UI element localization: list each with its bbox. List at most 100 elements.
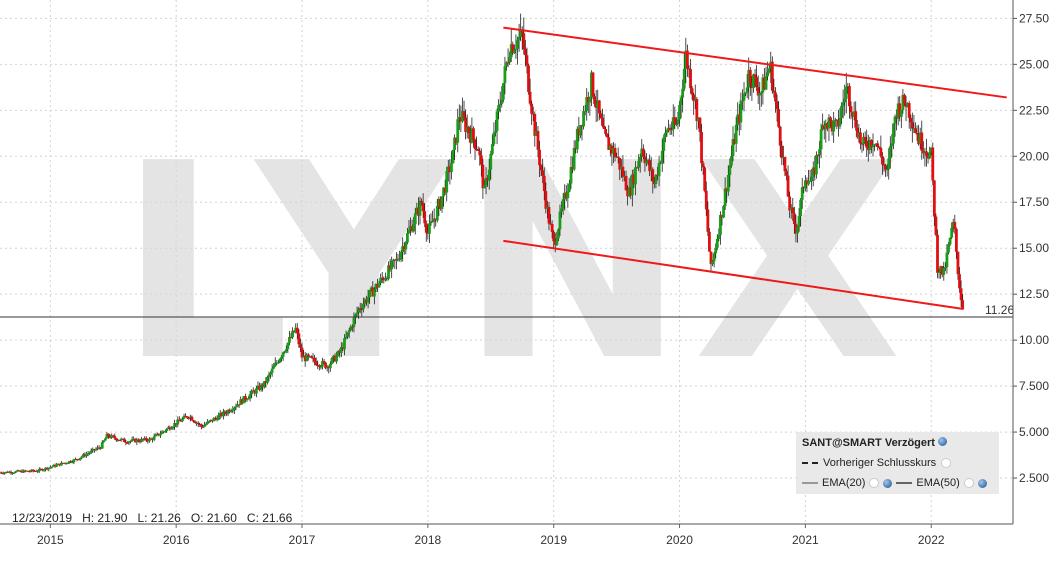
candle-up	[409, 226, 412, 230]
candle-down	[258, 385, 261, 390]
candle-down	[138, 441, 142, 443]
ema20-toggle-icon[interactable]	[869, 478, 880, 488]
candle-down	[934, 216, 938, 235]
candle-up	[368, 290, 372, 298]
candle-up	[269, 372, 272, 375]
candle-up	[490, 144, 494, 154]
candle-down	[39, 468, 43, 470]
candle-up	[406, 233, 409, 243]
candle-up	[399, 252, 403, 260]
candle-up	[357, 308, 361, 313]
candle-up	[59, 462, 63, 466]
candle-up	[242, 396, 246, 404]
candle-up	[281, 352, 285, 357]
ema20-settings-icon[interactable]	[883, 478, 893, 488]
candle-down	[539, 165, 543, 171]
candle-up	[572, 147, 576, 170]
candle-down	[23, 470, 27, 472]
candle-up	[555, 238, 559, 245]
candle-up	[726, 175, 730, 192]
ema20-line-icon	[802, 482, 818, 484]
candle-down	[604, 129, 607, 134]
candle-down	[333, 355, 337, 362]
candle-down	[725, 188, 729, 192]
candle-up	[217, 415, 221, 420]
candle-up	[387, 265, 390, 279]
candle-down	[210, 419, 214, 422]
candle-up	[52, 464, 55, 467]
candle-up	[803, 180, 807, 189]
ema50-settings-icon[interactable]	[977, 478, 987, 488]
candle-up	[714, 247, 718, 254]
candle-up	[305, 354, 309, 362]
candle-up	[284, 349, 288, 352]
candle-down	[882, 164, 886, 166]
candle-up	[470, 128, 474, 143]
candle-down	[895, 116, 898, 119]
candle-up	[487, 169, 491, 181]
visibility-toggle-icon[interactable]	[941, 458, 952, 468]
candle-up	[583, 110, 587, 112]
candle-up	[492, 132, 496, 145]
candle-down	[220, 413, 224, 417]
candle-down	[58, 463, 62, 466]
candle-down	[107, 433, 110, 437]
candle-down	[198, 423, 202, 425]
candle-down	[961, 300, 965, 310]
y-tick-label: 25.00	[1019, 57, 1049, 71]
candle-up	[663, 132, 667, 138]
candle-up	[819, 129, 823, 150]
candle-down	[530, 103, 534, 114]
info-high: H: 21.90	[82, 511, 128, 525]
candle-up	[761, 77, 765, 93]
candle-down	[733, 139, 736, 144]
trend-line	[503, 239, 963, 310]
candle-up	[808, 181, 812, 183]
candle-up	[288, 337, 291, 343]
candle-down	[264, 381, 268, 383]
candle-up	[451, 149, 455, 164]
candle-down	[775, 101, 779, 110]
candle-down	[358, 308, 362, 310]
candle-down	[6, 471, 10, 473]
candle-down	[586, 97, 590, 103]
candle-down	[371, 287, 375, 297]
candle-down	[228, 410, 232, 412]
candle-up	[44, 467, 48, 470]
candle-up	[840, 105, 843, 118]
candle-down	[932, 180, 936, 217]
candle-down	[486, 177, 490, 181]
candle-down	[698, 117, 702, 132]
candle-down	[602, 125, 606, 130]
candle-down	[443, 187, 447, 193]
candle-up	[155, 433, 159, 435]
candle-down	[327, 366, 331, 369]
candle-up	[612, 147, 615, 154]
candle-up	[100, 442, 104, 449]
candle-up	[182, 415, 186, 419]
candle-down	[940, 266, 944, 275]
candle-up	[912, 128, 916, 130]
candle-up	[102, 440, 106, 443]
chart-axes: 2.500 5.000 7.500 10.00 12.50 15.00 17.50 20.00…	[0, 0, 1049, 547]
candle-up	[939, 266, 943, 273]
candle-down	[616, 156, 620, 158]
candle-down	[34, 470, 38, 472]
candle-up	[890, 143, 894, 147]
globe-icon[interactable]	[938, 437, 948, 446]
candle-down	[701, 163, 705, 168]
candle-down	[550, 223, 554, 232]
candle-up	[928, 152, 932, 159]
candle-down	[780, 145, 784, 159]
x-tick-label: 2019	[540, 533, 567, 547]
candle-up	[796, 227, 799, 234]
candle-down	[527, 65, 530, 92]
candle-up	[63, 462, 66, 464]
candle-down	[31, 469, 35, 471]
candle-up	[330, 358, 334, 364]
candle-down	[75, 458, 79, 460]
candle-down	[410, 226, 414, 232]
ema50-toggle-icon[interactable]	[963, 478, 974, 488]
candle-up	[291, 330, 294, 338]
candle-up	[862, 136, 865, 144]
